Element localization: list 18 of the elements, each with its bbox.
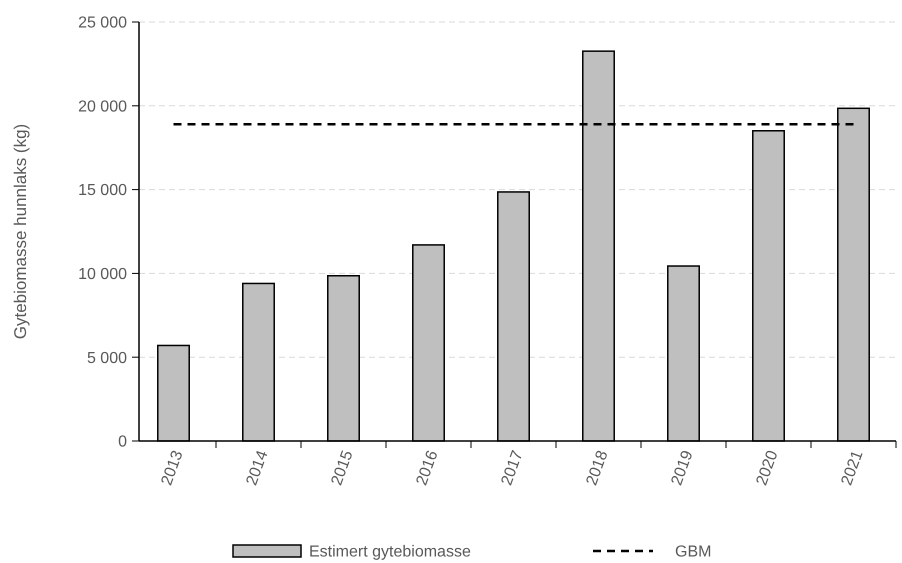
x-tick-label: 2016 (413, 448, 442, 488)
x-tick-label: 2019 (668, 448, 697, 488)
y-tick-label: 20 000 (78, 98, 128, 116)
y-tick-label: 5 000 (86, 350, 128, 367)
x-tick-label: 2014 (243, 448, 272, 488)
legend-label: Estimert gytebiomasse (309, 544, 471, 561)
y-tick-label: 10 000 (78, 266, 128, 283)
x-tick-label: 2015 (328, 448, 357, 488)
x-tick-label: 2021 (838, 448, 867, 488)
y-tick-label: 15 000 (78, 182, 128, 200)
legend-label: GBM (675, 544, 712, 561)
y-tick-label: 0 (118, 434, 128, 451)
x-tick-label: 2018 (583, 448, 612, 488)
x-tick-label: 2020 (753, 448, 782, 488)
y-tick-label: 25 000 (78, 14, 128, 32)
x-tick-label: 2013 (158, 448, 187, 488)
y-axis-title: Gytebiomasse hunnlaks (kg) (11, 124, 30, 340)
x-tick-label: 2017 (498, 448, 527, 488)
